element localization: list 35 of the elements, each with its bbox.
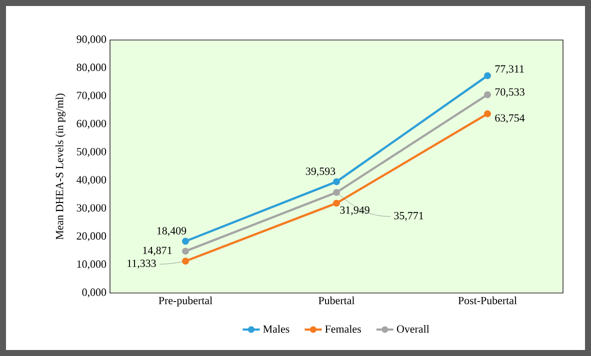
legend-label: Females xyxy=(325,325,361,333)
x-tick-label: Post-Pubertal xyxy=(458,296,517,304)
point xyxy=(484,72,491,80)
data-label: 18,409 xyxy=(157,227,186,236)
y-tick-label: 80,000 xyxy=(76,64,106,73)
point xyxy=(182,258,189,265)
y-tick-label: 70,000 xyxy=(77,92,106,101)
x-tick-label: Pubertal xyxy=(318,296,355,304)
y-tick-label: 20,000 xyxy=(76,232,106,242)
data-label: 77,311 xyxy=(495,65,524,74)
point xyxy=(182,238,189,245)
data-label: 31,949 xyxy=(340,206,370,216)
point xyxy=(182,248,189,255)
point xyxy=(333,178,340,186)
x-tick-label: Pre-pubertal xyxy=(158,296,212,306)
legend-label: Males xyxy=(263,325,290,333)
point xyxy=(484,91,491,98)
data-label: 11,333 xyxy=(128,260,156,269)
y-tick-label: 50,000 xyxy=(76,148,106,157)
y-axis-title: Mean DHEA-S Levels (in pg/ml) xyxy=(56,94,66,240)
y-tick-label: 40,000 xyxy=(76,176,106,186)
data-label: 35,771 xyxy=(394,212,424,221)
y-tick-label: 10,000 xyxy=(77,260,106,270)
legend-label: Overall xyxy=(396,325,430,333)
data-label: 39,593 xyxy=(306,168,336,177)
y-tick-label: 0,000 xyxy=(82,288,106,298)
point xyxy=(333,200,340,207)
data-label: 14,871 xyxy=(143,246,172,256)
point xyxy=(333,188,340,196)
y-tick-label: 30,000 xyxy=(76,204,106,214)
point xyxy=(484,110,491,118)
data-label: 63,754 xyxy=(495,114,525,124)
y-tick-label: 60,000 xyxy=(76,120,106,129)
data-label: 70,533 xyxy=(495,88,524,98)
y-tick-label: 90,000 xyxy=(76,36,106,44)
